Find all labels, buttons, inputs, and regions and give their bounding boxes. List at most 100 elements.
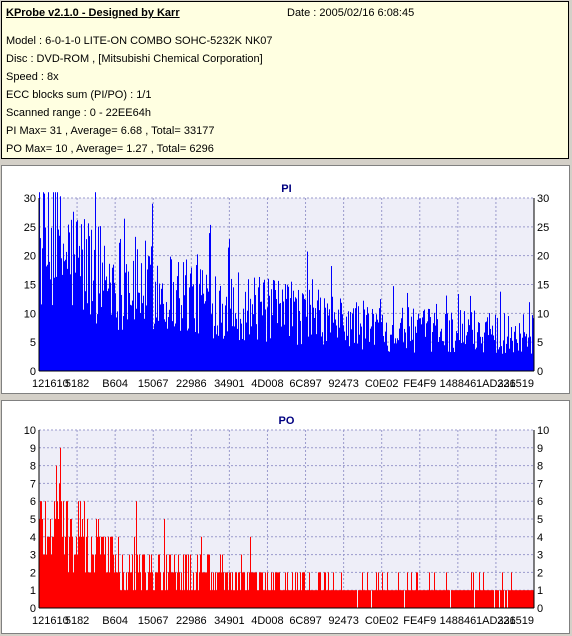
bar xyxy=(191,267,192,371)
bar xyxy=(89,236,90,371)
bar xyxy=(113,264,114,371)
bar xyxy=(192,590,193,608)
bar xyxy=(495,314,496,371)
bar xyxy=(366,590,367,608)
bar xyxy=(367,307,368,371)
x-tick-label: 6C897 xyxy=(289,615,321,627)
bar xyxy=(253,314,254,371)
bar xyxy=(53,192,54,371)
bar xyxy=(141,263,142,371)
po-chart-panel: PO 0 0 1 1 2 2 3 3 4 4 5 5 6 6 7 7 8 8 9 9 10 10 121610 5182 B604… xyxy=(1,400,570,634)
bar xyxy=(91,229,92,371)
bar xyxy=(361,326,362,371)
bar xyxy=(198,590,199,608)
bar xyxy=(291,590,292,608)
bar xyxy=(299,310,300,371)
bar xyxy=(142,303,143,371)
bar xyxy=(239,340,240,371)
bar xyxy=(386,322,387,371)
bar xyxy=(199,283,200,371)
bar xyxy=(444,345,445,371)
bar xyxy=(315,308,316,371)
bar xyxy=(128,271,129,371)
bar-series xyxy=(39,192,534,371)
bar xyxy=(478,322,479,371)
bar xyxy=(64,261,65,371)
bar xyxy=(267,307,268,371)
bar xyxy=(377,319,378,371)
bar xyxy=(455,340,456,371)
bar xyxy=(481,590,482,608)
bar xyxy=(383,335,384,371)
bar xyxy=(114,283,115,371)
bar xyxy=(104,554,105,608)
bar xyxy=(234,590,235,608)
bar xyxy=(286,590,287,608)
bar xyxy=(388,590,389,608)
bar xyxy=(407,572,408,608)
bar xyxy=(351,329,352,371)
bar xyxy=(198,333,199,371)
bar xyxy=(124,590,125,608)
bar xyxy=(94,249,95,371)
bar xyxy=(231,590,232,608)
bar xyxy=(488,590,489,608)
bar xyxy=(415,590,416,608)
bar xyxy=(131,572,132,608)
bar xyxy=(225,572,226,608)
bar xyxy=(378,572,379,608)
bar xyxy=(195,590,196,608)
info-line-speed: Speed : 8x xyxy=(6,71,59,83)
bar xyxy=(85,291,86,371)
bar xyxy=(463,590,464,608)
bar xyxy=(370,328,371,371)
bar xyxy=(224,335,225,371)
bar xyxy=(406,348,407,371)
x-tick-label: FE4F9 xyxy=(403,615,436,627)
bar xyxy=(285,572,286,608)
bar xyxy=(59,235,60,371)
bar xyxy=(370,590,371,608)
bar xyxy=(506,343,507,371)
bar xyxy=(44,193,45,371)
bar xyxy=(181,572,182,608)
bar xyxy=(312,590,313,608)
bar xyxy=(111,314,112,371)
bar xyxy=(377,590,378,608)
bar xyxy=(363,590,364,608)
bar xyxy=(50,279,51,371)
bar xyxy=(55,192,56,371)
bar xyxy=(176,290,177,371)
bar xyxy=(385,331,386,371)
bar xyxy=(121,590,122,608)
bar xyxy=(136,308,137,371)
bar xyxy=(55,519,56,608)
bar xyxy=(284,324,285,371)
bar xyxy=(386,590,387,608)
bar xyxy=(146,305,147,371)
y-tick-label-left: 5 xyxy=(30,337,36,349)
bar xyxy=(308,590,309,608)
bar xyxy=(147,590,148,608)
y-tick-label-right: 3 xyxy=(537,550,543,562)
bar xyxy=(126,264,127,371)
bar xyxy=(160,304,161,371)
bar xyxy=(106,572,107,608)
bar xyxy=(344,590,345,608)
bar xyxy=(304,572,305,608)
bar xyxy=(509,590,510,608)
bar xyxy=(260,301,261,371)
bar xyxy=(183,554,184,608)
bar xyxy=(93,554,94,608)
bar xyxy=(326,590,327,608)
y-tick-label-right: 15 xyxy=(537,280,549,292)
bar xyxy=(401,590,402,608)
bar xyxy=(100,226,101,371)
bar xyxy=(233,287,234,371)
bar xyxy=(469,325,470,371)
bar xyxy=(450,352,451,371)
bar xyxy=(116,317,117,371)
bar xyxy=(483,352,484,371)
bar xyxy=(163,572,164,608)
bar xyxy=(228,247,229,371)
